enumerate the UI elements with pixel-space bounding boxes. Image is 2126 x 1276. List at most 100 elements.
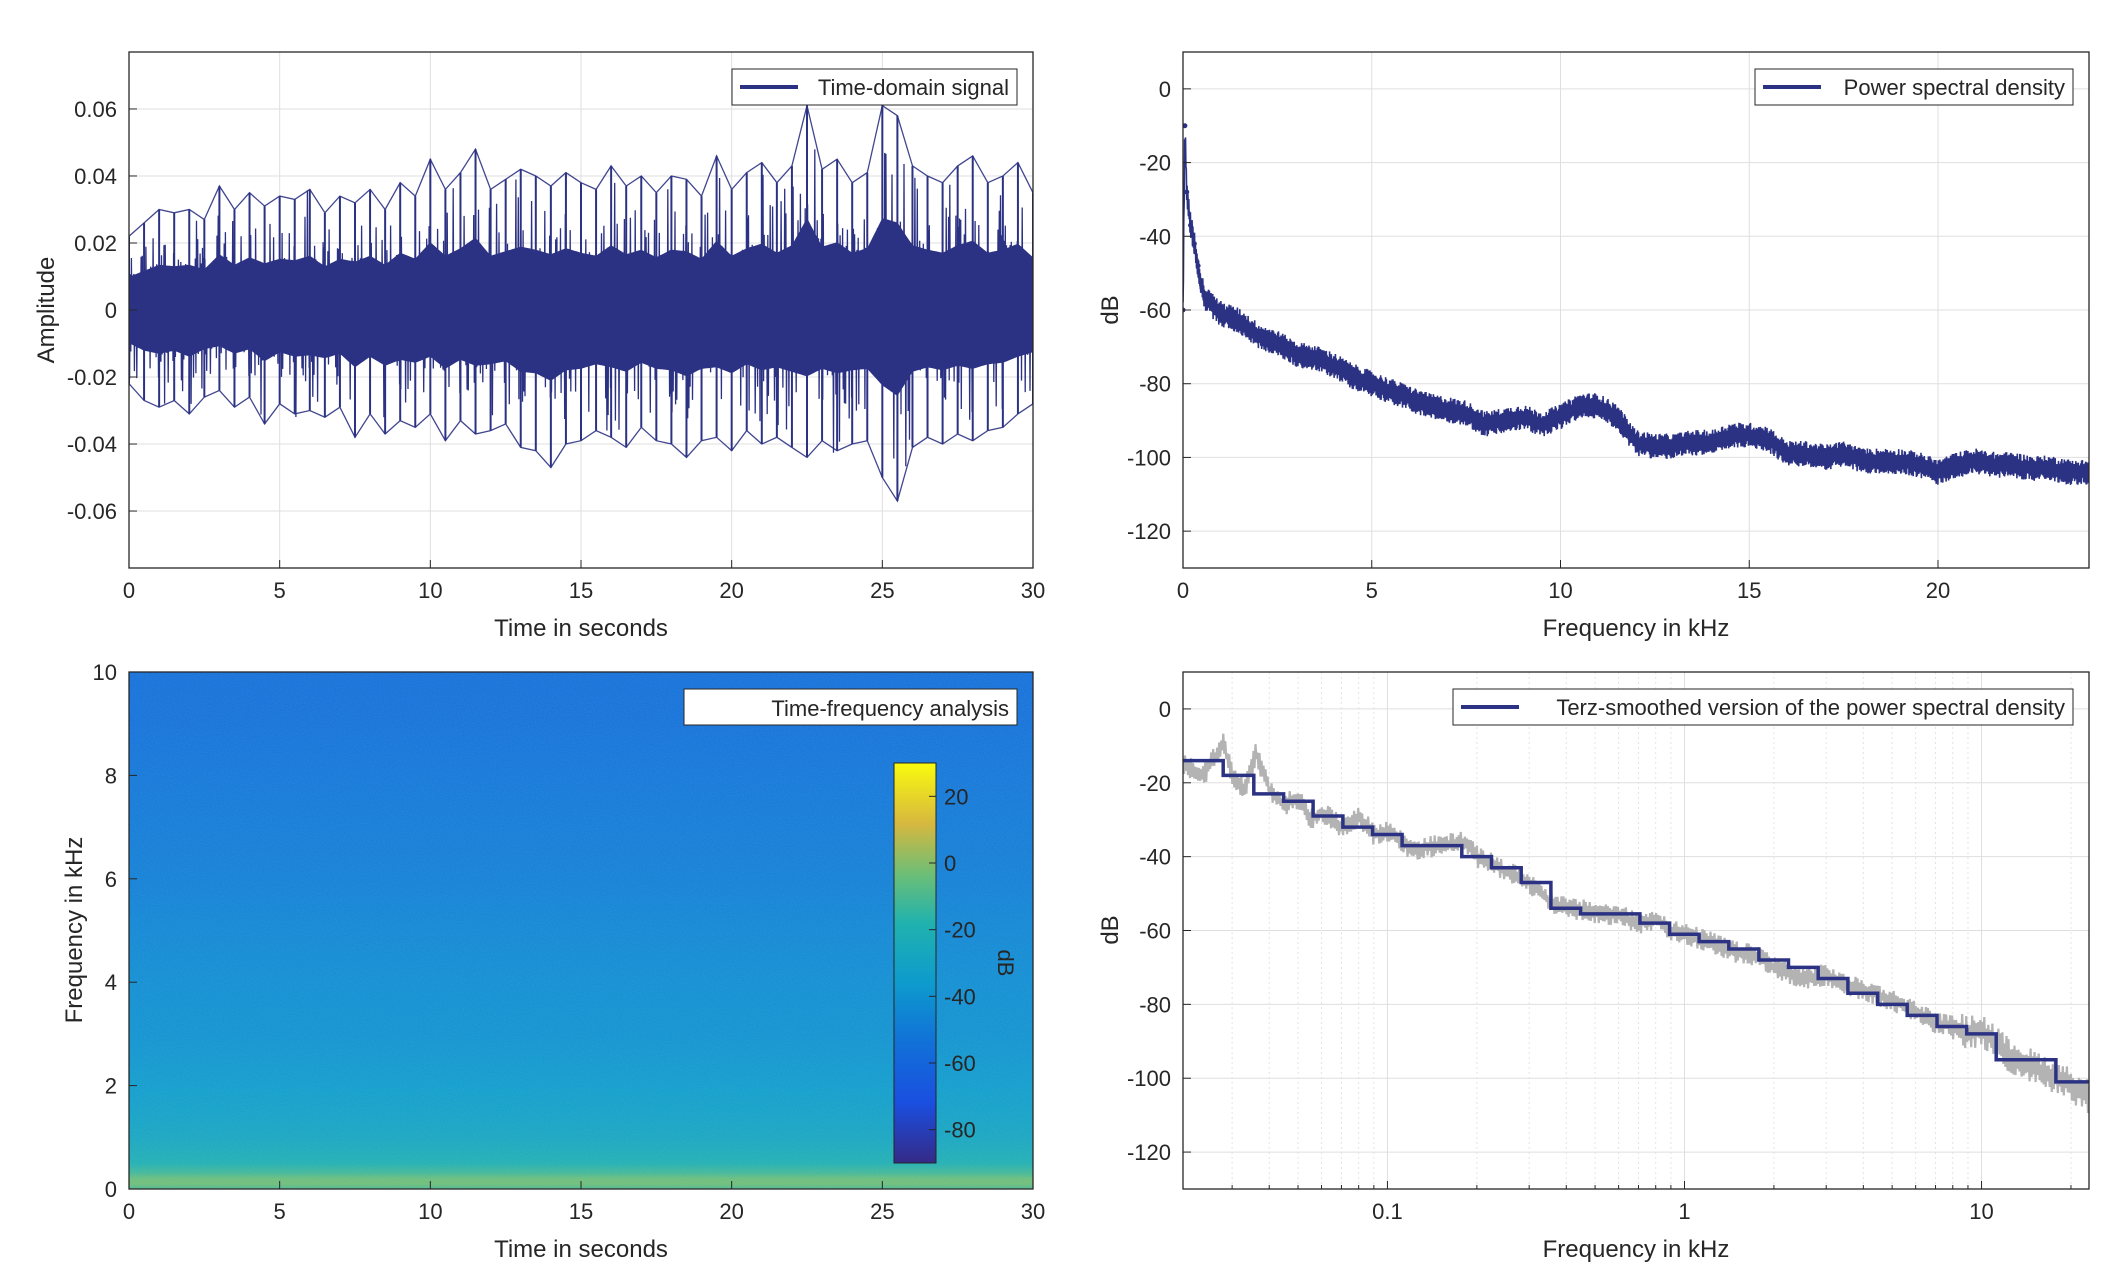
data-point-psd	[1218, 311, 1224, 317]
data-point-psd	[1463, 410, 1469, 416]
data-point-raw-psd	[1861, 987, 1866, 992]
x-tick-label: 20	[1926, 578, 1950, 603]
data-point-raw-psd	[1913, 1009, 1918, 1014]
data-point-psd	[1897, 458, 1903, 464]
data-point-raw-psd	[1800, 976, 1805, 981]
data-point-psd	[1992, 462, 1998, 468]
data-point-raw-psd	[1221, 740, 1226, 745]
ticks-terz: 0.1 1 10 -120 -100 -80 -60 -40 -20 0	[1127, 697, 2072, 1224]
xlabel-spectrogram: Time in seconds	[494, 1236, 668, 1263]
data-point-raw-psd	[2040, 1068, 2045, 1073]
data-point-psd	[1184, 189, 1190, 195]
x-tick-label: 20	[719, 1199, 743, 1224]
data-point-psd	[1954, 462, 1960, 468]
data-point-raw-psd	[1319, 810, 1324, 815]
series-time	[129, 104, 1033, 503]
series-line-terz	[1183, 758, 2089, 1084]
x-tick-label: 15	[569, 578, 593, 603]
data-point-psd	[2011, 462, 2016, 468]
x-tick-label: 30	[1021, 1199, 1045, 1224]
y-tick-label: -80	[1139, 992, 1171, 1017]
series-psd	[1183, 123, 2089, 485]
y-tick-label: -60	[1139, 919, 1171, 944]
data-point-raw-psd	[1267, 788, 1272, 793]
x-tick-label: 0.1	[1372, 1199, 1403, 1224]
data-point-raw-psd	[1282, 802, 1287, 807]
ticks-psd: 0 5 10 15 20 -120 -100 -80 -60 -40 -20 0	[1127, 77, 1950, 603]
x-tick-label: 0	[123, 1199, 135, 1224]
data-point-psd	[1803, 451, 1809, 457]
legend-label-time: Time-domain signal	[818, 75, 1009, 100]
data-point-psd	[1860, 458, 1865, 464]
panel-terz: 0.1 1 10 -120 -100 -80 -60 -40 -20 0 Frequency in…	[1097, 671, 2090, 1263]
series-core-time-domain	[129, 218, 1033, 396]
data-point-psd	[1195, 263, 1201, 269]
x-tick-label: 15	[569, 1199, 593, 1224]
legend-psd: Power spectral density	[1754, 68, 2074, 106]
data-point-psd	[1188, 222, 1194, 228]
y-tick-label: 0	[1159, 77, 1171, 102]
data-point-psd	[1765, 436, 1771, 442]
series-line-psd	[1183, 137, 2089, 485]
data-point-psd	[1293, 351, 1299, 357]
y-tick-label: -0.04	[67, 432, 117, 457]
data-point-psd	[1350, 373, 1356, 379]
data-point-raw-psd	[1890, 998, 1895, 1003]
legend-label-spectrogram: Time-frequency analysis	[771, 696, 1009, 721]
legend-box-terz	[1452, 688, 2074, 726]
y-tick-label: -60	[1139, 298, 1171, 323]
ticks-time: 0 5 10 15 20 25 30 -0.06 -0.04 -0.02 0 0.02 0.04 0.06	[67, 97, 1045, 603]
panel-spectrogram: 0 5 10 15 20 25 30 0 2 4 6 8 10 Time in seconds Freq…	[61, 660, 1045, 1263]
legend-spectrogram: Time-frequency analysis	[683, 688, 1018, 726]
data-point-psd	[1916, 462, 1922, 468]
data-point-psd	[1407, 395, 1412, 401]
data-point-raw-psd	[1771, 965, 1776, 970]
ticks-spectrogram: 0 5 10 15 20 25 30 0 2 4 6 8 10	[93, 660, 1046, 1224]
ylabel-psd: dB	[1097, 295, 1124, 324]
x-tick-label: 25	[870, 1199, 894, 1224]
y-tick-label: -0.06	[67, 499, 117, 524]
x-tick-label: 10	[418, 1199, 442, 1224]
data-point-psd	[1210, 303, 1216, 309]
data-point-psd	[1652, 443, 1658, 449]
data-point-psd	[1633, 440, 1639, 446]
data-point-psd	[1841, 451, 1847, 457]
colorbar-tick-label: -20	[944, 918, 976, 943]
colorbar-tick-label: -80	[944, 1118, 976, 1143]
ylabel-time: Amplitude	[33, 257, 60, 364]
data-point-raw-psd	[1356, 814, 1361, 819]
data-point-psd	[1878, 458, 1884, 464]
x-tick-label: 10	[1969, 1199, 1993, 1224]
data-point-psd	[1784, 451, 1790, 457]
colorbar-label: dB	[993, 950, 1018, 977]
data-point-raw-psd	[1653, 917, 1658, 922]
data-point-psd	[1199, 285, 1205, 291]
y-tick-label: 0.04	[74, 164, 117, 189]
data-point-raw-psd	[1979, 1028, 1984, 1033]
x-tick-label: 15	[1737, 578, 1761, 603]
data-point-psd	[1935, 469, 1941, 475]
y-tick-label: 0	[105, 1177, 117, 1202]
x-tick-label: 30	[1021, 578, 1045, 603]
data-point-psd	[1425, 403, 1431, 409]
legend-terz: Terz-smoothed version of the power spect…	[1452, 688, 2074, 726]
legend-time: Time-domain signal	[731, 68, 1018, 106]
data-point-psd	[1331, 362, 1337, 368]
data-point-raw-psd	[1201, 773, 1206, 778]
data-point-psd	[1520, 414, 1526, 420]
data-point-psd	[1206, 300, 1212, 306]
legend-label-terz: Terz-smoothed version of the power spect…	[1556, 695, 2065, 720]
colorbar-tick-label: 20	[944, 784, 968, 809]
data-point-raw-psd	[2003, 1050, 2008, 1055]
data-point-psd	[1558, 414, 1563, 420]
data-point-psd	[2048, 465, 2054, 471]
data-point-psd	[1727, 432, 1733, 438]
data-point-psd	[2029, 465, 2035, 471]
data-point-psd	[1973, 458, 1979, 464]
x-tick-label: 1	[1678, 1199, 1690, 1224]
y-tick-label: -0.02	[67, 365, 117, 390]
data-point-psd	[2067, 469, 2073, 475]
y-tick-label: 6	[105, 867, 117, 892]
grid-psd	[1182, 52, 2089, 568]
